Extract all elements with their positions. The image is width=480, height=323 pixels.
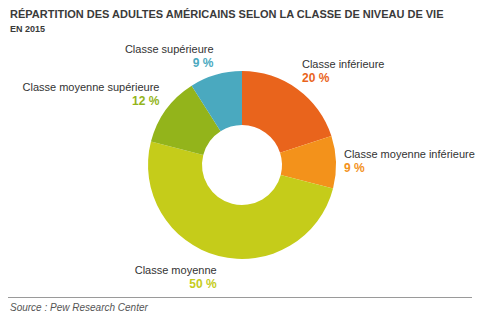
svg-text:9 %: 9 %	[344, 161, 365, 175]
svg-text:Classe moyenne supérieure: Classe moyenne supérieure	[23, 81, 160, 93]
svg-text:20 %: 20 %	[302, 71, 330, 85]
svg-text:Classe inférieure: Classe inférieure	[302, 58, 385, 70]
html-text:RÉPARTITION DES ADULTES AMÉRIC: RÉPARTITION DES ADULTES AMÉRICAINS SELON…	[10, 8, 444, 20]
svg-text:50 %: 50 %	[189, 277, 217, 291]
svg-text:Classe supérieure: Classe supérieure	[125, 43, 214, 55]
svg-text:Classe moyenne inférieure: Classe moyenne inférieure	[344, 148, 472, 160]
html-text:Source : Pew Research Center: Source : Pew Research Center	[10, 302, 148, 313]
html-text:EN 2015: EN 2015	[10, 24, 45, 34]
svg-text:9 %: 9 %	[193, 56, 214, 70]
svg-text:Classe moyenne: Classe moyenne	[135, 264, 217, 276]
svg-text:12 %: 12 %	[132, 94, 160, 108]
